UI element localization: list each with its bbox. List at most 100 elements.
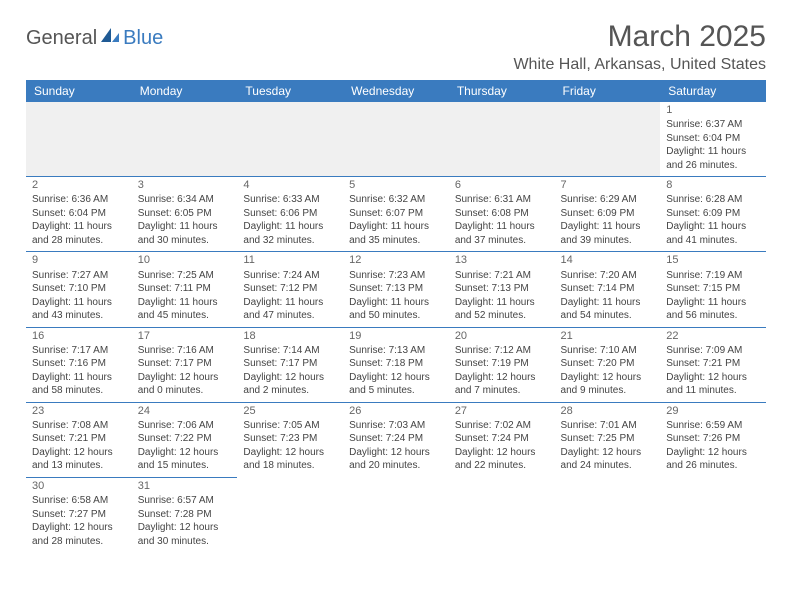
daylight-text: Daylight: 12 hours [349,371,443,385]
daylight-text: Daylight: 12 hours [455,446,549,460]
day-cell [555,102,661,177]
sunset-text: Sunset: 7:13 PM [349,282,443,296]
daylight-text: and 30 minutes. [138,535,232,549]
daylight-text: and 26 minutes. [666,159,760,173]
daylight-text: and 56 minutes. [666,309,760,323]
sunset-text: Sunset: 6:04 PM [666,132,760,146]
daylight-text: and 24 minutes. [561,459,655,473]
sunrise-text: Sunrise: 7:02 AM [455,419,549,433]
calendar-table: Sunday Monday Tuesday Wednesday Thursday… [26,80,766,552]
sunrise-text: Sunrise: 7:23 AM [349,269,443,283]
daylight-text: and 2 minutes. [243,384,337,398]
sunset-text: Sunset: 6:09 PM [666,207,760,221]
day-number: 6 [455,179,549,192]
sunrise-text: Sunrise: 7:05 AM [243,419,337,433]
day-header-row: Sunday Monday Tuesday Wednesday Thursday… [26,80,766,102]
day-cell: 18Sunrise: 7:14 AMSunset: 7:17 PMDayligh… [237,327,343,402]
daylight-text: Daylight: 12 hours [243,371,337,385]
sunrise-text: Sunrise: 7:08 AM [32,419,126,433]
daylight-text: Daylight: 11 hours [32,220,126,234]
sunset-text: Sunset: 7:18 PM [349,357,443,371]
day-header: Thursday [449,80,555,102]
day-cell: 22Sunrise: 7:09 AMSunset: 7:21 PMDayligh… [660,327,766,402]
day-cell: 10Sunrise: 7:25 AMSunset: 7:11 PMDayligh… [132,252,238,327]
daylight-text: and 37 minutes. [455,234,549,248]
week-row: 1Sunrise: 6:37 AMSunset: 6:04 PMDaylight… [26,102,766,177]
day-number: 2 [32,179,126,192]
sunset-text: Sunset: 7:10 PM [32,282,126,296]
daylight-text: and 30 minutes. [138,234,232,248]
week-row: 9Sunrise: 7:27 AMSunset: 7:10 PMDaylight… [26,252,766,327]
day-number: 9 [32,254,126,267]
day-header: Monday [132,80,238,102]
daylight-text: Daylight: 11 hours [32,371,126,385]
day-cell: 21Sunrise: 7:10 AMSunset: 7:20 PMDayligh… [555,327,661,402]
sunset-text: Sunset: 7:24 PM [455,432,549,446]
day-cell: 23Sunrise: 7:08 AMSunset: 7:21 PMDayligh… [26,402,132,477]
sunset-text: Sunset: 7:17 PM [138,357,232,371]
daylight-text: Daylight: 12 hours [666,446,760,460]
sunset-text: Sunset: 7:13 PM [455,282,549,296]
daylight-text: and 5 minutes. [349,384,443,398]
daylight-text: and 9 minutes. [561,384,655,398]
day-number: 31 [138,480,232,493]
day-number: 11 [243,254,337,267]
day-cell: 7Sunrise: 6:29 AMSunset: 6:09 PMDaylight… [555,177,661,252]
sunrise-text: Sunrise: 7:06 AM [138,419,232,433]
sunset-text: Sunset: 7:17 PM [243,357,337,371]
sail-icon [97,26,123,50]
sunrise-text: Sunrise: 7:01 AM [561,419,655,433]
day-number: 15 [666,254,760,267]
day-number: 27 [455,405,549,418]
daylight-text: Daylight: 11 hours [243,220,337,234]
daylight-text: and 50 minutes. [349,309,443,323]
sunset-text: Sunset: 6:04 PM [32,207,126,221]
sunrise-text: Sunrise: 7:19 AM [666,269,760,283]
location-text: White Hall, Arkansas, United States [513,56,766,74]
day-number: 10 [138,254,232,267]
day-number: 3 [138,179,232,192]
daylight-text: and 7 minutes. [455,384,549,398]
daylight-text: and 52 minutes. [455,309,549,323]
daylight-text: Daylight: 12 hours [138,371,232,385]
daylight-text: Daylight: 12 hours [32,446,126,460]
sunset-text: Sunset: 7:28 PM [138,508,232,522]
day-cell: 19Sunrise: 7:13 AMSunset: 7:18 PMDayligh… [343,327,449,402]
day-header: Sunday [26,80,132,102]
sunset-text: Sunset: 7:19 PM [455,357,549,371]
sunrise-text: Sunrise: 6:32 AM [349,193,443,207]
day-cell: 11Sunrise: 7:24 AMSunset: 7:12 PMDayligh… [237,252,343,327]
day-cell [449,102,555,177]
sunset-text: Sunset: 7:24 PM [349,432,443,446]
day-cell [555,477,661,552]
day-cell [132,102,238,177]
daylight-text: Daylight: 12 hours [32,521,126,535]
day-number: 24 [138,405,232,418]
daylight-text: Daylight: 11 hours [138,296,232,310]
sunset-text: Sunset: 7:26 PM [666,432,760,446]
calendar-body: 1Sunrise: 6:37 AMSunset: 6:04 PMDaylight… [26,102,766,552]
brand-logo: General Blue [26,20,163,50]
daylight-text: and 15 minutes. [138,459,232,473]
week-row: 16Sunrise: 7:17 AMSunset: 7:16 PMDayligh… [26,327,766,402]
sunrise-text: Sunrise: 6:59 AM [666,419,760,433]
sunrise-text: Sunrise: 7:21 AM [455,269,549,283]
daylight-text: Daylight: 11 hours [666,296,760,310]
daylight-text: and 22 minutes. [455,459,549,473]
week-row: 23Sunrise: 7:08 AMSunset: 7:21 PMDayligh… [26,402,766,477]
sunrise-text: Sunrise: 7:20 AM [561,269,655,283]
daylight-text: and 13 minutes. [32,459,126,473]
day-cell: 3Sunrise: 6:34 AMSunset: 6:05 PMDaylight… [132,177,238,252]
calendar-page: General Blue March 2025 White Hall, Arka… [0,0,792,562]
sunset-text: Sunset: 6:06 PM [243,207,337,221]
daylight-text: Daylight: 11 hours [561,296,655,310]
sunrise-text: Sunrise: 6:29 AM [561,193,655,207]
daylight-text: and 18 minutes. [243,459,337,473]
day-number: 7 [561,179,655,192]
day-number: 13 [455,254,549,267]
day-cell: 12Sunrise: 7:23 AMSunset: 7:13 PMDayligh… [343,252,449,327]
sunset-text: Sunset: 7:21 PM [666,357,760,371]
day-cell: 17Sunrise: 7:16 AMSunset: 7:17 PMDayligh… [132,327,238,402]
sunrise-text: Sunrise: 7:12 AM [455,344,549,358]
daylight-text: Daylight: 11 hours [561,220,655,234]
